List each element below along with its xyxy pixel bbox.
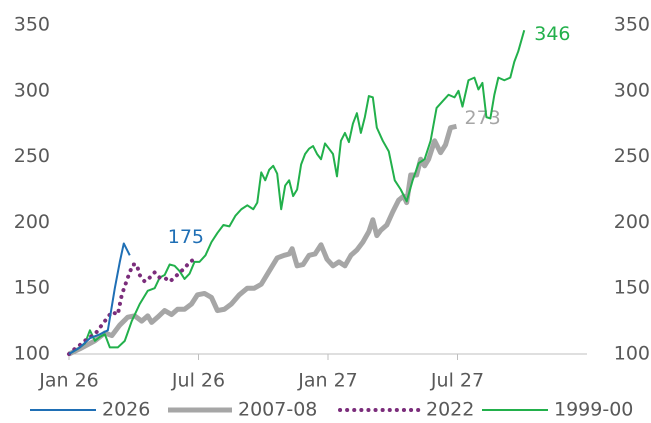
x-tick-label: Jul 27 — [430, 370, 484, 392]
end-label: 175 — [168, 226, 204, 248]
y2-tick-label: 350 — [614, 14, 650, 36]
y-tick-label: 150 — [14, 277, 50, 299]
x-tick-label: Jan 26 — [38, 370, 99, 392]
legend-label: 2007-08 — [238, 399, 317, 421]
y2-tick-label: 100 — [614, 343, 650, 365]
legend-label: 2026 — [102, 399, 150, 421]
y-tick-label: 250 — [14, 145, 50, 167]
x-tick-label: Jan 27 — [297, 370, 358, 392]
end-label: 273 — [465, 107, 501, 129]
series-line — [68, 242, 131, 355]
series-line — [68, 29, 526, 355]
y-tick-label: 350 — [14, 14, 50, 36]
x-tick-label: Jul 26 — [171, 370, 225, 392]
y-tick-label: 300 — [14, 79, 50, 101]
y2-tick-label: 300 — [614, 79, 650, 101]
y2-tick-label: 150 — [614, 277, 650, 299]
end-label: 346 — [534, 23, 570, 45]
y2-tick-label: 200 — [614, 211, 650, 233]
legend-label: 2022 — [426, 399, 474, 421]
y-tick-label: 100 — [14, 343, 50, 365]
legend-label: 1999-00 — [554, 399, 633, 421]
y2-tick-label: 250 — [614, 145, 650, 167]
y-tick-label: 200 — [14, 211, 50, 233]
series-line — [67, 123, 458, 357]
